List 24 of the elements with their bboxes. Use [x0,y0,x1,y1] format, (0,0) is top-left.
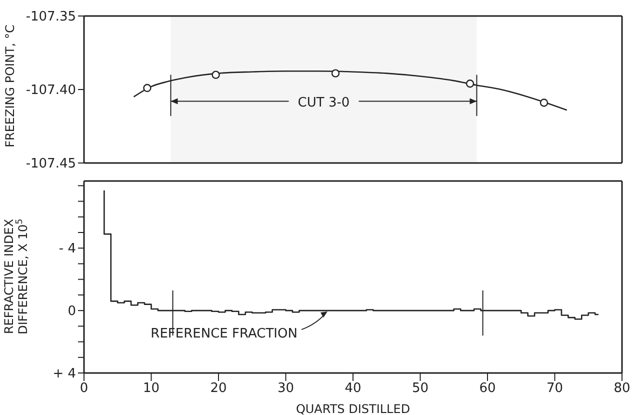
x-tick-label: 30 [277,381,294,396]
point [466,80,474,88]
y-tick-label: -107.35 [26,10,76,25]
point [331,69,340,78]
band-label: CUT 3-0 [298,95,350,110]
point [143,84,152,92]
y-axis-title: FREEZING POINT, °C [3,24,17,148]
x-tick-label: 0 [80,381,88,396]
x-tick-label: 10 [142,381,160,396]
x-tick-label: 20 [210,381,227,396]
point [540,98,548,107]
y-tick-label: -107.40 [26,83,76,98]
point [212,70,220,79]
y-tick-label: 0 [68,304,76,320]
x-tick-label: 80 [614,381,630,396]
x-tick-label: 40 [344,381,362,396]
x-tick-label: 60 [479,381,496,396]
y-tick-label: + 4 [52,366,76,382]
x-tick-label: 70 [546,381,564,396]
y-tick-label: - 4 [58,242,76,257]
annotation: REFERENCE FRACTION [150,326,298,342]
x-axis-title: QUARTS DISTILLED [296,402,410,415]
x-tick-label: 50 [412,381,429,396]
y-tick-label: -107.45 [26,156,76,172]
